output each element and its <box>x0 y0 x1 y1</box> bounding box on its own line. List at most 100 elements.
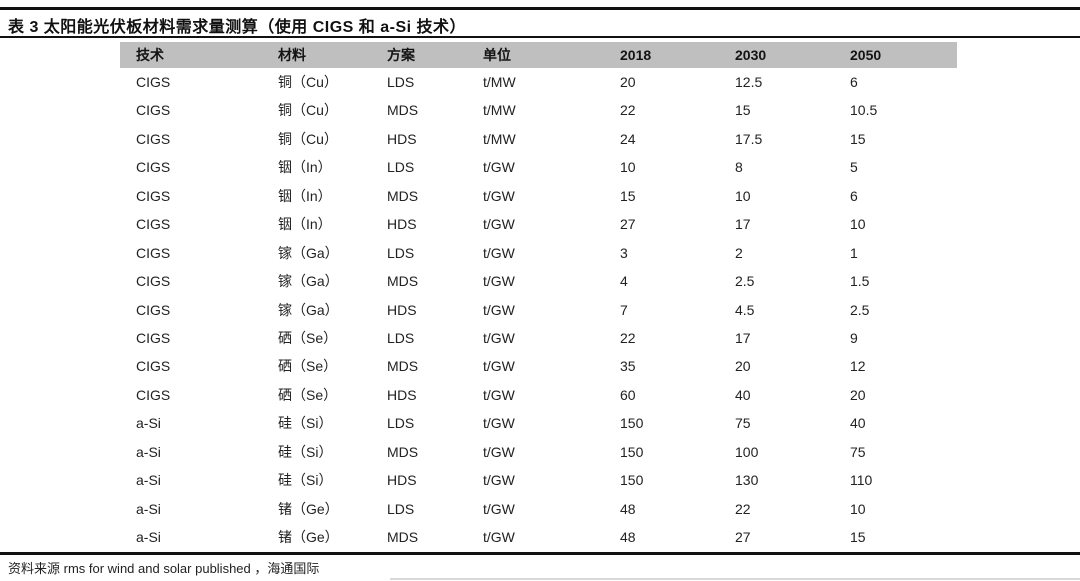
table-row: CIGS 铟（In） HDS t/GW 27 17 10 <box>120 210 957 238</box>
table-row: a-Si 硅（Si） LDS t/GW 150 75 40 <box>120 409 957 437</box>
table-cell-y2050: 15 <box>850 130 866 147</box>
table-cell-tech: CIGS <box>136 244 171 261</box>
table-cell-tech: CIGS <box>136 130 171 147</box>
table-cell-unit: t/GW <box>483 187 515 204</box>
table-cell-unit: t/GW <box>483 159 515 176</box>
title-divider <box>0 36 1080 38</box>
table-cell-y2030: 12.5 <box>735 74 763 90</box>
table-row: CIGS 硒（Se） LDS t/GW 22 17 9 <box>120 324 957 352</box>
table-cell-y2030: 8 <box>735 159 743 176</box>
table-cell-scheme: LDS <box>387 74 415 90</box>
table-cell-y2030: 17.5 <box>735 130 763 147</box>
table-row: CIGS 硒（Se） MDS t/GW 35 20 12 <box>120 352 957 380</box>
table-cell-unit: t/GW <box>483 301 515 318</box>
table-cell-tech: CIGS <box>136 159 171 176</box>
table-body: CIGS 铜（Cu） LDS t/MW 20 12.5 6 CIGS 铜（Cu） MDS t/MW 2… <box>120 68 957 551</box>
table-cell-y2050: 20 <box>850 386 866 403</box>
table-cell-y2030: 4.5 <box>735 301 755 318</box>
table-cell-unit: t/MW <box>483 130 516 147</box>
table-cell-unit: t/MW <box>483 74 516 90</box>
table-cell-y2018: 4 <box>620 273 628 290</box>
table-cell-material: 镓（Ga） <box>278 244 339 261</box>
table-cell-y2030: 20 <box>735 358 751 375</box>
table-cell-y2018: 20 <box>620 74 636 90</box>
table-cell-scheme: HDS <box>387 130 417 147</box>
table-cell-y2030: 40 <box>735 386 751 403</box>
table-cell-tech: a-Si <box>136 500 161 517</box>
table-cell-y2018: 150 <box>620 472 644 489</box>
table-cell-y2018: 7 <box>620 301 628 318</box>
table-row: CIGS 铟（In） MDS t/GW 15 10 6 <box>120 182 957 210</box>
table-cell-scheme: MDS <box>387 273 419 290</box>
table-cell-unit: t/GW <box>483 443 515 460</box>
table-cell-tech: CIGS <box>136 74 171 90</box>
table-cell-scheme: HDS <box>387 472 417 489</box>
table-cell-y2018: 150 <box>620 443 644 460</box>
table-cell-unit: t/GW <box>483 216 515 233</box>
table-cell-material: 硒（Se） <box>278 329 338 346</box>
page-bottom-line <box>390 578 1080 580</box>
table-cell-y2018: 27 <box>620 216 636 233</box>
table-cell-unit: t/GW <box>483 358 515 375</box>
table-cell-y2018: 35 <box>620 358 636 375</box>
table-cell-y2018: 60 <box>620 386 636 403</box>
table-cell-tech: CIGS <box>136 216 171 233</box>
table-cell-y2018: 10 <box>620 159 636 176</box>
table-cell-y2018: 24 <box>620 130 636 147</box>
table-row: a-Si 硅（Si） HDS t/GW 150 130 110 <box>120 466 957 494</box>
table-cell-scheme: LDS <box>387 500 415 517</box>
table-cell-unit: t/GW <box>483 329 515 346</box>
table-cell-y2050: 10 <box>850 500 866 517</box>
data-table: 技术 材料 方案 单位 2018 2030 2050 CIGS 铜（Cu） LDS t/MW 20 1… <box>120 42 957 545</box>
table-cell-unit: t/GW <box>483 472 515 489</box>
table-cell-y2050: 10.5 <box>850 102 878 119</box>
column-header-y2018: 2018 <box>620 47 652 63</box>
table-cell-unit: t/GW <box>483 415 515 432</box>
table-cell-material: 锗（Ge） <box>278 500 339 517</box>
table-cell-y2030: 10 <box>735 187 751 204</box>
table-cell-scheme: MDS <box>387 443 419 460</box>
table-cell-scheme: MDS <box>387 187 419 204</box>
table-cell-material: 硅（Si） <box>278 472 333 489</box>
table-cell-y2018: 22 <box>620 102 636 119</box>
table-cell-scheme: HDS <box>387 386 417 403</box>
table-cell-y2018: 48 <box>620 529 636 545</box>
top-divider <box>0 7 1080 10</box>
table-cell-y2050: 5 <box>850 159 858 176</box>
table-cell-material: 镓（Ga） <box>278 301 339 318</box>
table-cell-tech: CIGS <box>136 329 171 346</box>
table-cell-unit: t/GW <box>483 500 515 517</box>
table-cell-y2030: 75 <box>735 415 751 432</box>
column-header-tech: 技术 <box>136 47 164 63</box>
table-cell-y2050: 9 <box>850 329 858 346</box>
table-cell-unit: t/GW <box>483 529 515 545</box>
table-row: a-Si 锗（Ge） MDS t/GW 48 27 15 <box>120 523 957 551</box>
table-cell-tech: a-Si <box>136 472 161 489</box>
table-row: CIGS 铜（Cu） MDS t/MW 22 15 10.5 <box>120 96 957 124</box>
table-cell-tech: CIGS <box>136 301 171 318</box>
table-row: CIGS 铟（In） LDS t/GW 10 8 5 <box>120 153 957 181</box>
table-cell-material: 镓（Ga） <box>278 273 339 290</box>
table-row: CIGS 铜（Cu） HDS t/MW 24 17.5 15 <box>120 125 957 153</box>
table-cell-y2050: 6 <box>850 187 858 204</box>
table-title: 表 3 太阳能光伏板材料需求量测算（使用 CIGS 和 a-Si 技术） <box>8 19 467 36</box>
table-cell-y2050: 6 <box>850 74 858 90</box>
table-cell-y2050: 110 <box>850 472 873 489</box>
table-row: a-Si 硅（Si） MDS t/GW 150 100 75 <box>120 438 957 466</box>
table-cell-y2018: 150 <box>620 415 644 432</box>
table-row: CIGS 镓（Ga） LDS t/GW 3 2 1 <box>120 239 957 267</box>
table-cell-material: 铜（Cu） <box>278 74 338 90</box>
table-cell-y2050: 10 <box>850 216 866 233</box>
table-cell-y2030: 15 <box>735 102 751 119</box>
table-cell-material: 铟（In） <box>278 187 332 204</box>
table-cell-scheme: MDS <box>387 358 419 375</box>
table-cell-y2018: 3 <box>620 244 628 261</box>
table-cell-material: 硒（Se） <box>278 386 338 403</box>
table-cell-tech: CIGS <box>136 102 171 119</box>
table-cell-y2030: 2 <box>735 244 743 261</box>
table-cell-unit: t/MW <box>483 102 516 119</box>
table-cell-y2030: 130 <box>735 472 759 489</box>
table-row: CIGS 镓（Ga） MDS t/GW 4 2.5 1.5 <box>120 267 957 295</box>
table-cell-unit: t/GW <box>483 386 515 403</box>
